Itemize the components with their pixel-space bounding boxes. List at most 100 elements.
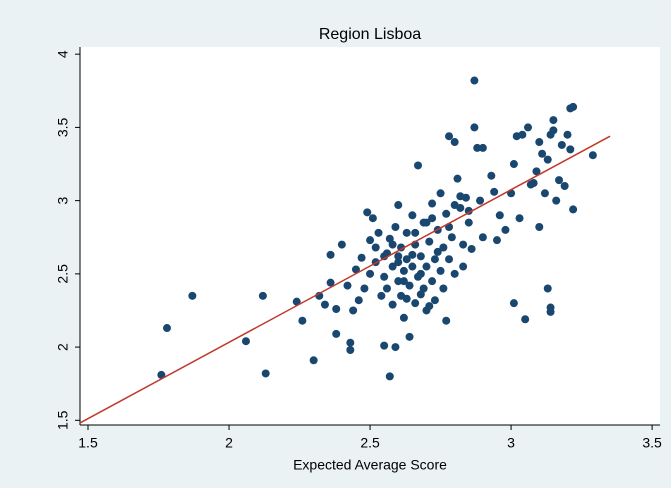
point	[402, 294, 411, 303]
point	[535, 138, 544, 147]
point	[399, 266, 408, 275]
point	[555, 176, 564, 185]
point	[391, 222, 400, 231]
y-tick-label: 1.5	[55, 410, 71, 430]
point	[487, 171, 496, 180]
point	[394, 277, 403, 286]
point	[540, 189, 549, 198]
point	[535, 222, 544, 231]
point	[436, 266, 445, 275]
point	[445, 255, 454, 264]
point	[450, 138, 459, 147]
point	[388, 262, 397, 271]
point	[337, 240, 346, 249]
x-tick-label: 2.5	[360, 435, 380, 451]
point	[354, 296, 363, 305]
point	[368, 214, 377, 223]
point	[470, 76, 479, 85]
point	[394, 201, 403, 210]
point	[459, 262, 468, 271]
point	[450, 269, 459, 278]
point	[366, 236, 375, 245]
point	[388, 240, 397, 249]
point	[425, 237, 434, 246]
point	[518, 130, 527, 139]
point	[380, 272, 389, 281]
point	[408, 250, 417, 259]
point	[385, 372, 394, 381]
point	[380, 341, 389, 350]
point	[436, 189, 445, 198]
x-tick-label: 1.5	[78, 435, 98, 451]
x-axis-title: Expected Average Score	[293, 457, 447, 473]
point	[360, 284, 369, 293]
point	[405, 332, 414, 341]
point	[292, 297, 301, 306]
point	[524, 123, 533, 132]
point	[515, 214, 524, 223]
point	[258, 291, 267, 300]
point	[470, 123, 479, 132]
point	[478, 143, 487, 152]
point	[414, 161, 423, 170]
point	[363, 208, 372, 217]
y-tick-label: 3	[55, 197, 71, 205]
point	[422, 218, 431, 227]
point	[309, 356, 318, 365]
point	[588, 151, 597, 160]
point	[509, 160, 518, 169]
point	[357, 253, 366, 262]
point	[394, 252, 403, 261]
point	[399, 313, 408, 322]
point	[543, 284, 552, 293]
point	[371, 243, 380, 252]
point	[538, 149, 547, 158]
point	[425, 302, 434, 311]
plot-area	[80, 47, 660, 425]
point	[473, 143, 482, 152]
point	[366, 269, 375, 278]
point	[495, 211, 504, 220]
point	[439, 284, 448, 293]
point	[298, 316, 307, 325]
point	[349, 306, 358, 315]
point	[439, 243, 448, 252]
point	[453, 174, 462, 183]
point	[433, 247, 442, 256]
point	[501, 225, 510, 234]
point	[450, 201, 459, 210]
point	[326, 278, 335, 287]
point	[430, 255, 439, 264]
point	[447, 233, 456, 242]
y-tick-label: 4	[55, 50, 71, 58]
point	[241, 337, 250, 346]
point	[490, 187, 499, 196]
y-tick-label: 3.5	[55, 117, 71, 137]
point	[408, 211, 417, 220]
point	[478, 233, 487, 242]
point	[464, 218, 473, 227]
point	[394, 258, 403, 267]
point	[408, 262, 417, 271]
point	[557, 140, 566, 149]
point	[162, 324, 171, 333]
point	[529, 179, 538, 188]
point	[566, 145, 575, 154]
point	[569, 102, 578, 111]
point	[332, 329, 341, 338]
point	[428, 214, 437, 223]
point	[492, 236, 501, 245]
point	[422, 262, 431, 271]
point	[459, 240, 468, 249]
y-tick-label: 2	[55, 343, 71, 351]
point	[411, 228, 420, 237]
point	[157, 370, 166, 379]
point	[549, 116, 558, 125]
point	[456, 192, 465, 201]
chart-title: Region Lisboa	[319, 26, 421, 43]
point	[326, 250, 335, 259]
point	[380, 252, 389, 261]
point	[442, 316, 451, 325]
